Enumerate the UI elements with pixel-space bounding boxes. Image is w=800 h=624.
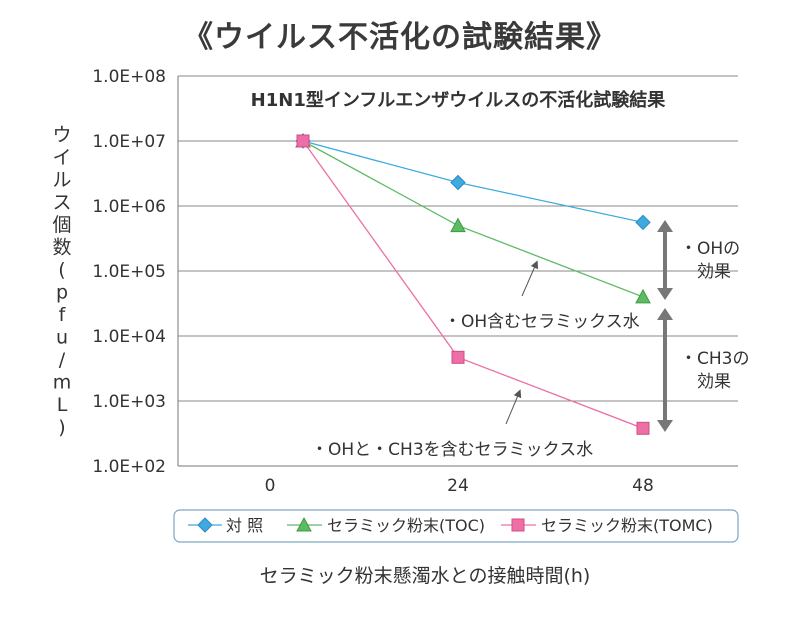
x-tick-label: 48 bbox=[632, 476, 654, 496]
effect-arrow-head bbox=[657, 220, 673, 232]
series-1-point bbox=[635, 214, 651, 231]
series-3-point bbox=[296, 134, 310, 148]
legend-marker bbox=[511, 518, 525, 532]
y-tick-label: 1.0E+03 bbox=[92, 392, 166, 412]
series-2-point bbox=[450, 217, 466, 233]
series-3-point bbox=[451, 350, 465, 364]
x-tick-label: 0 bbox=[265, 476, 276, 496]
legend-box bbox=[173, 509, 739, 543]
y-tick-label: 1.0E+05 bbox=[92, 262, 166, 282]
ch3-effect-arrow bbox=[657, 308, 673, 432]
series-line-3 bbox=[302, 140, 644, 429]
legend-item: 対 照 bbox=[188, 516, 263, 535]
annotation-arrow bbox=[505, 389, 522, 425]
oh-effect-label: 効果 bbox=[697, 262, 731, 282]
series-line-1 bbox=[302, 140, 644, 224]
legend-item: セラミック粉末(TOMC) bbox=[501, 516, 713, 535]
y-tick-label: 1.0E+06 bbox=[92, 197, 166, 217]
legend-label: 対 照 bbox=[226, 516, 263, 535]
legend-label: セラミック粉末(TOMC) bbox=[541, 516, 713, 535]
page-title: 《ウイルス不活化の試験結果》 bbox=[183, 20, 617, 55]
chart-title: H1N1型インフルエンザウイルスの不活化試験結果 bbox=[251, 89, 667, 111]
legend-item: セラミック粉末(TOC) bbox=[287, 516, 485, 535]
ch3-effect-label: 効果 bbox=[697, 372, 731, 392]
annotation-arrow bbox=[521, 260, 539, 297]
legend-marker bbox=[197, 517, 213, 533]
y-tick-label: 1.0E+02 bbox=[92, 457, 166, 477]
annotation-oh-ceramic: ・OH含むセラミックス水 bbox=[444, 312, 640, 332]
y-axis-label: ウイルス個数(p f u / m L) bbox=[52, 124, 71, 439]
y-tick-label: 1.0E+04 bbox=[92, 327, 166, 347]
oh-effect-arrow bbox=[657, 220, 673, 300]
x-axis-label: セラミック粉末懸濁水との接触時間(h) bbox=[260, 565, 591, 587]
x-tick-label: 24 bbox=[447, 476, 469, 496]
y-tick-label: 1.0E+07 bbox=[92, 132, 166, 152]
y-tick-label: 1.0E+08 bbox=[92, 67, 166, 87]
effect-arrow-head bbox=[657, 308, 673, 320]
legend-marker bbox=[296, 516, 312, 532]
effect-arrow-head bbox=[657, 420, 673, 432]
ch3-effect-label: ・CH3の bbox=[680, 349, 749, 369]
annotation-oh-ch3-ceramic: ・OHと・CH3を含むセラミックス水 bbox=[311, 440, 593, 460]
series-3-point bbox=[636, 421, 650, 435]
legend-label: セラミック粉末(TOC) bbox=[327, 516, 485, 535]
oh-effect-label: ・OHの bbox=[680, 239, 740, 259]
effect-arrow-head bbox=[657, 288, 673, 300]
series-1-point bbox=[450, 174, 466, 191]
series-2-point bbox=[635, 288, 651, 304]
series-line-2 bbox=[302, 140, 644, 298]
